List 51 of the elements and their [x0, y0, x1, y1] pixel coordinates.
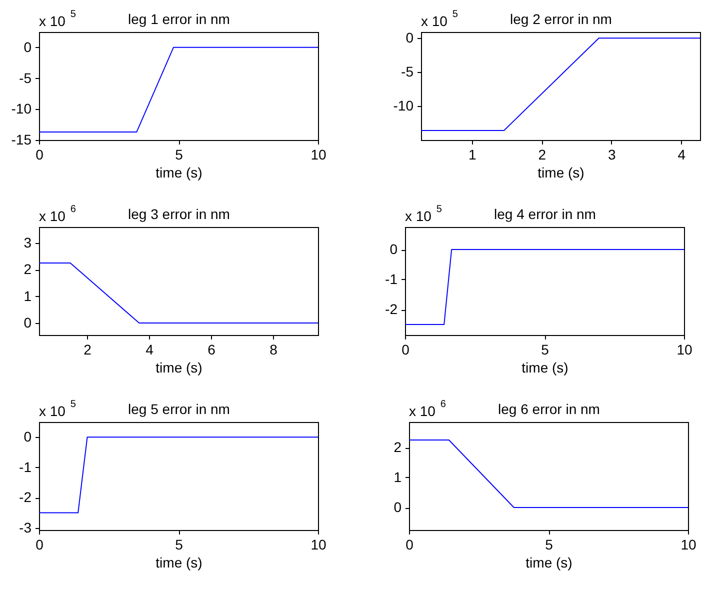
x-tick-label: 1 — [468, 146, 477, 162]
y-tick-label: -2 — [385, 301, 398, 317]
x-tick-label: 5 — [175, 536, 184, 552]
chart-title: leg 3 error in nm — [128, 206, 230, 222]
y-tick-label: -15 — [11, 132, 32, 148]
x-tick-label: 10 — [310, 146, 326, 162]
x-tick-label: 5 — [545, 536, 554, 552]
x-tick-label: 5 — [175, 146, 184, 162]
x-tick-label: 2 — [84, 342, 92, 358]
y-tick-label: 0 — [24, 428, 32, 445]
y-tick-label: -1 — [385, 271, 398, 287]
y-tick-label: 2 — [24, 261, 32, 278]
x-tick-label: 0 — [36, 146, 44, 162]
x-tick-label: 6 — [208, 342, 216, 358]
x-tick-label: 3 — [608, 146, 616, 162]
y-tick-label: 0 — [24, 314, 32, 330]
x-axis-title: time (s) — [156, 164, 202, 180]
x-tick-label: 8 — [270, 342, 278, 358]
y-tick-label: -10 — [11, 100, 32, 117]
x-axis-title: time (s) — [156, 360, 202, 376]
chart-title: leg 1 error in nm — [128, 11, 230, 27]
y-tick-label: 2 — [394, 439, 402, 455]
y-tick-label: 1 — [24, 288, 32, 304]
x-axis-title: time (s) — [522, 360, 568, 376]
y-tick-label: -2 — [19, 489, 32, 506]
x-tick-label: 4 — [678, 146, 686, 162]
x-tick-label: 10 — [680, 536, 696, 552]
y-tick-label: 1 — [394, 469, 402, 485]
chart-title: leg 5 error in nm — [128, 401, 230, 417]
y-tick-label: -5 — [19, 70, 32, 86]
x-axis-title: time (s) — [538, 164, 584, 180]
y-tick-label: 0 — [394, 499, 402, 515]
y-tick-label: -1 — [19, 458, 32, 475]
x-tick-label: 2 — [538, 146, 546, 162]
x-axis-title: time (s) — [526, 554, 572, 570]
x-tick-label: 4 — [146, 342, 154, 358]
x-tick-label: 0 — [36, 536, 44, 552]
y-tick-label: 0 — [406, 30, 414, 46]
y-tick-label: -5 — [401, 64, 414, 80]
y-tick-label: -3 — [19, 519, 32, 536]
chart-title: leg 2 error in nm — [510, 11, 612, 27]
chart-title: leg 6 error in nm — [498, 401, 600, 417]
y-tick-label: 0 — [24, 38, 32, 55]
x-tick-label: 5 — [541, 342, 550, 358]
y-tick-label: -10 — [393, 98, 414, 114]
chart-title: leg 4 error in nm — [494, 206, 596, 222]
y-tick-label: 3 — [24, 234, 32, 250]
y-tick-label: 0 — [390, 241, 398, 257]
x-axis-title: time (s) — [156, 554, 202, 570]
x-tick-label: 10 — [676, 342, 692, 358]
x-tick-label: 10 — [310, 536, 326, 552]
